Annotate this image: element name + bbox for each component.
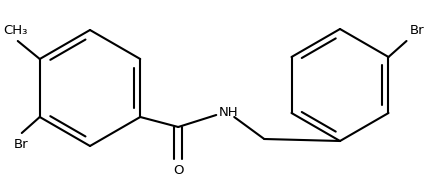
Text: CH₃: CH₃ <box>4 24 28 37</box>
Text: Br: Br <box>13 138 28 151</box>
Text: NH: NH <box>219 107 239 119</box>
Text: O: O <box>173 164 184 177</box>
Text: Br: Br <box>409 24 424 37</box>
